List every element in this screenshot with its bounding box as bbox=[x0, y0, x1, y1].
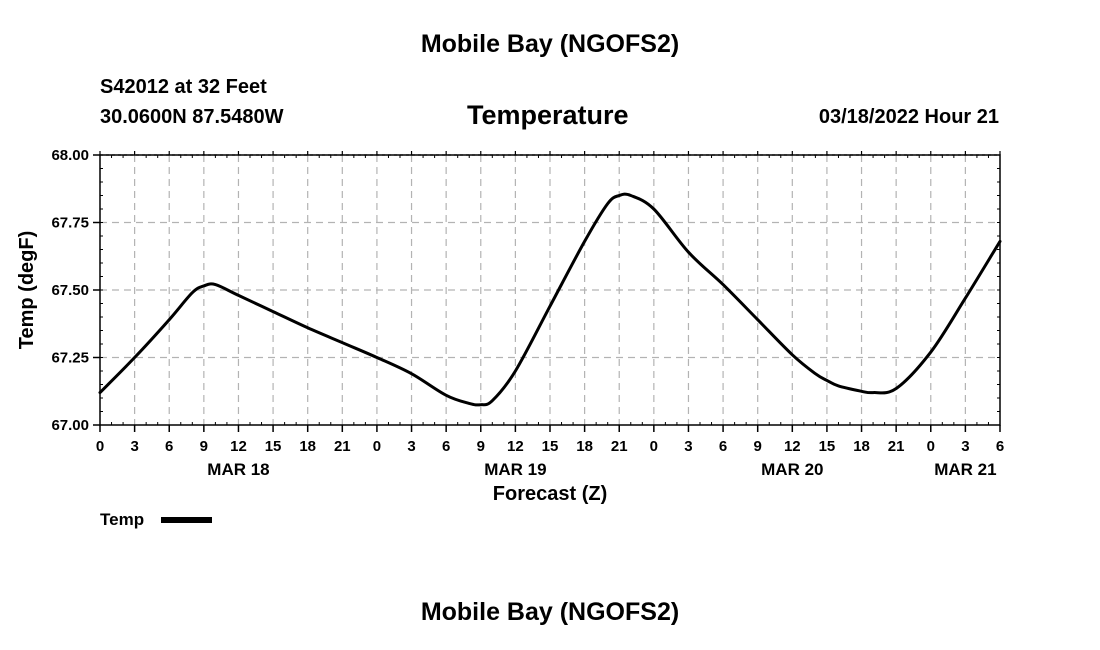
x-tick-label: 18 bbox=[576, 438, 593, 455]
y-tick-label: 67.75 bbox=[51, 215, 89, 232]
x-tick-label: 3 bbox=[684, 438, 692, 455]
y-tick-label: 67.00 bbox=[51, 417, 89, 434]
x-tick-label: 6 bbox=[996, 438, 1004, 455]
x-tick-label: 18 bbox=[299, 438, 316, 455]
x-tick-label: 21 bbox=[611, 438, 628, 455]
page-title: Mobile Bay (NGOFS2) bbox=[420, 30, 680, 58]
day-label: MAR 19 bbox=[484, 460, 546, 479]
x-tick-label: 6 bbox=[442, 438, 450, 455]
x-tick-label: 3 bbox=[961, 438, 969, 455]
day-label: MAR 21 bbox=[934, 460, 996, 479]
x-tick-label: 6 bbox=[719, 438, 727, 455]
coordinates-label: 30.0600N 87.5480W bbox=[100, 106, 284, 128]
temp-series-line bbox=[98, 192, 1002, 407]
legend-label: Temp bbox=[100, 510, 145, 529]
x-tick-label: 0 bbox=[927, 438, 935, 455]
x-tick-label: 18 bbox=[853, 438, 870, 455]
y-axis-label: Temp (degF) bbox=[16, 231, 38, 350]
x-tick-label: 0 bbox=[96, 438, 104, 455]
x-tick-label: 15 bbox=[265, 438, 282, 455]
y-tick-label: 67.50 bbox=[51, 282, 89, 299]
x-tick-label: 3 bbox=[130, 438, 138, 455]
x-tick-label: 0 bbox=[373, 438, 381, 455]
x-tick-label: 12 bbox=[230, 438, 247, 455]
x-tick-label: 9 bbox=[477, 438, 485, 455]
datetime-label: 03/18/2022 Hour 21 bbox=[818, 106, 999, 128]
footer-title: Mobile Bay (NGOFS2) bbox=[420, 598, 680, 626]
x-tick-label: 15 bbox=[819, 438, 836, 455]
x-tick-label: 6 bbox=[165, 438, 173, 455]
x-tick-label: 21 bbox=[888, 438, 905, 455]
x-axis-label: Forecast (Z) bbox=[493, 483, 607, 505]
station-label: S42012 at 32 Feet bbox=[100, 76, 267, 98]
y-tick-label: 68.00 bbox=[51, 147, 89, 164]
x-tick-label: 0 bbox=[650, 438, 658, 455]
x-tick-label: 12 bbox=[784, 438, 801, 455]
x-tick-label: 12 bbox=[507, 438, 524, 455]
x-tick-label: 3 bbox=[407, 438, 415, 455]
x-tick-label: 9 bbox=[754, 438, 762, 455]
day-label: MAR 20 bbox=[761, 460, 823, 479]
y-tick-label: 67.25 bbox=[51, 350, 89, 367]
x-tick-label: 21 bbox=[334, 438, 351, 455]
legend-line-swatch bbox=[161, 517, 212, 523]
grid bbox=[100, 154, 1000, 425]
x-tick-label: 9 bbox=[200, 438, 208, 455]
axis-ticks bbox=[93, 151, 1001, 432]
day-label: MAR 18 bbox=[207, 460, 269, 479]
chart-title: Temperature bbox=[467, 100, 629, 130]
x-tick-label: 15 bbox=[542, 438, 559, 455]
